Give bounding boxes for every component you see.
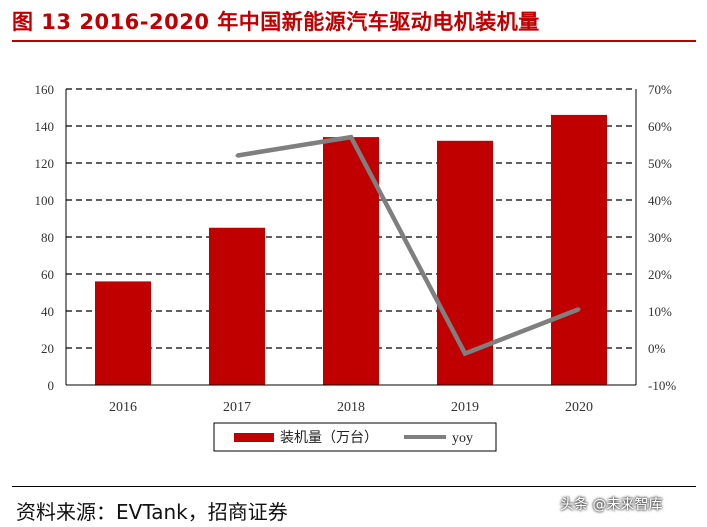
right-tick-label: 40% — [648, 193, 672, 208]
right-tick-label: 70% — [648, 82, 672, 97]
title-divider — [12, 40, 696, 42]
bar-2016 — [95, 281, 151, 385]
left-tick-label: 0 — [48, 378, 55, 393]
right-tick-label: 0% — [648, 341, 666, 356]
right-tick-label: 20% — [648, 267, 672, 282]
chart: 0 20 40 60 80 100 120 140 160 -10% 0% 10% 20% 30% 40% 5… — [0, 58, 707, 478]
bar-2019 — [437, 140, 493, 385]
page-title: 图 13 2016-2020 年中国新能源汽车驱动电机装机量 — [12, 10, 540, 34]
yoy-point-2019 — [463, 352, 467, 356]
footer-divider — [12, 486, 696, 487]
x-tick-label: 2018 — [337, 400, 365, 415]
bar-2017 — [209, 227, 265, 385]
yoy-point-2018 — [349, 135, 353, 139]
axes: 0 20 40 60 80 100 120 140 160 -10% 0% 10% 20% 30% 40% 5… — [35, 82, 677, 415]
right-tick-label: 30% — [648, 230, 672, 245]
left-tick-label: 20 — [41, 341, 54, 356]
yoy-line — [236, 134, 580, 357]
right-tick-label: -10% — [648, 378, 676, 393]
left-tick-label: 100 — [35, 193, 55, 208]
x-tick-label: 2019 — [451, 400, 479, 415]
left-tick-label: 40 — [41, 304, 54, 319]
left-tick-label: 160 — [35, 82, 55, 97]
right-tick-label: 50% — [648, 156, 672, 171]
bar-series — [95, 114, 607, 386]
bar-2020 — [551, 114, 607, 386]
line-series — [235, 134, 581, 357]
chart-svg: 0 20 40 60 80 100 120 140 160 -10% 0% 10% 20% 30% 40% 5… — [35, 82, 677, 452]
source-note: 资料来源：EVTank，招商证券 — [16, 500, 288, 524]
left-tick-label: 140 — [35, 119, 55, 134]
yoy-point-2017 — [235, 154, 239, 158]
watermark: 头条 @未来智库 — [560, 497, 663, 513]
bar-2018 — [323, 137, 379, 385]
left-tick-label: 60 — [41, 267, 54, 282]
right-tick-label: 10% — [648, 304, 672, 319]
legend-swatch-bar — [234, 433, 274, 442]
left-tick-label: 80 — [41, 230, 54, 245]
x-tick-label: 2020 — [565, 400, 593, 415]
yoy-point-2020 — [577, 307, 581, 311]
left-tick-label: 120 — [35, 156, 55, 171]
legend: 装机量（万台） yoy — [213, 422, 497, 452]
legend-label-bar: 装机量（万台） — [280, 430, 378, 446]
legend-label-line: yoy — [452, 431, 473, 446]
x-tick-label: 2017 — [223, 400, 251, 415]
x-tick-label: 2016 — [109, 400, 137, 415]
right-tick-label: 60% — [648, 119, 672, 134]
